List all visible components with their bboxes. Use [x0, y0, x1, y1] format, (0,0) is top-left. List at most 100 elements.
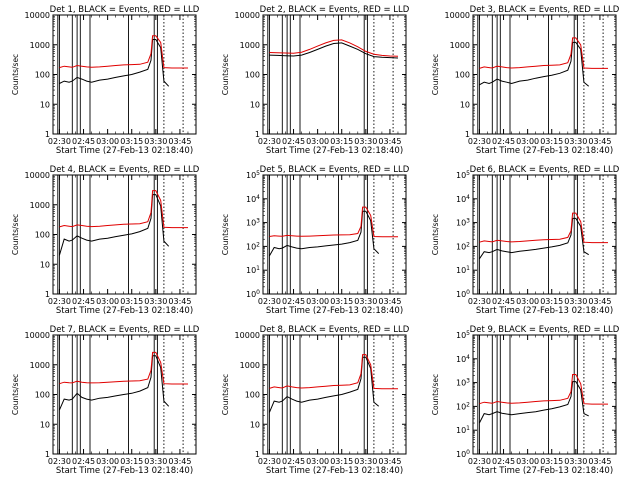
y-tick-label: 1: [45, 450, 50, 459]
x-tick-label: 03:45: [588, 297, 611, 306]
y-tick-label: 10000: [445, 11, 470, 20]
x-tick-label: 02:45: [282, 297, 305, 306]
series-lld-line: [479, 37, 608, 69]
x-tick-label: 02:45: [72, 457, 95, 466]
y-axis-label: Counts/sec: [431, 214, 440, 255]
x-tick-label: 02:30: [258, 457, 281, 466]
y-tick-label: 1: [45, 290, 50, 299]
y-axis-label: Counts/sec: [221, 374, 230, 415]
chart-title: Det 4, BLACK = Events, RED = LLD: [50, 165, 200, 175]
y-tick-label: 105: [246, 170, 260, 180]
x-axis-label: Start Time (27-Feb-13 02:18:40): [476, 146, 613, 156]
x-tick-label: 03:15: [540, 457, 563, 466]
x-tick-label: 03:30: [564, 297, 587, 306]
y-tick-label: 100: [35, 71, 50, 80]
x-tick-label: 03:45: [168, 137, 191, 146]
y-axis-label: Counts/sec: [11, 374, 20, 415]
plot-frame: [262, 14, 407, 135]
plot-frame: [472, 334, 617, 455]
y-tick-label: 100: [455, 71, 470, 80]
x-tick-label: 03:15: [330, 297, 353, 306]
y-tick-label: 10000: [235, 11, 260, 20]
x-tick-label: 03:15: [330, 457, 353, 466]
x-axis-label: Start Time (27-Feb-13 02:18:40): [476, 466, 613, 476]
x-tick-label: 03:00: [96, 137, 119, 146]
chart-panel-4: Det 4, BLACK = Events, RED = LLD 1 10 100 10…: [11, 165, 200, 316]
x-tick-label: 02:30: [48, 297, 71, 306]
x-axis-label: Start Time (27-Feb-13 02:18:40): [476, 306, 613, 316]
y-tick-label: 10: [250, 100, 260, 109]
y-tick-label: 1: [45, 130, 50, 139]
x-tick-label: 02:30: [468, 297, 491, 306]
y-axis-label: Counts/sec: [11, 214, 20, 255]
x-tick-label: 03:30: [144, 457, 167, 466]
chart-title: Det 7, BLACK = Events, RED = LLD: [50, 325, 200, 335]
y-tick-label: 1000: [30, 201, 50, 210]
y-tick-label: 1: [465, 130, 470, 139]
x-tick-label: 03:30: [354, 297, 377, 306]
series-events-line: [268, 356, 380, 413]
x-tick-label: 03:00: [306, 137, 329, 146]
series-events-line: [58, 194, 170, 256]
x-tick-label: 03:45: [168, 297, 191, 306]
y-tick-label: 105: [456, 170, 470, 180]
plot-frame: [262, 174, 407, 295]
x-tick-label: 03:45: [378, 457, 401, 466]
x-tick-label: 03:00: [96, 297, 119, 306]
y-tick-label: 100: [245, 391, 260, 400]
x-tick-label: 03:30: [564, 457, 587, 466]
y-tick-label: 100: [245, 71, 260, 80]
x-tick-label: 02:30: [258, 137, 281, 146]
plot-frame: [472, 14, 617, 135]
x-tick-label: 02:45: [72, 297, 95, 306]
y-tick-label: 1000: [30, 41, 50, 50]
y-tick-label: 102: [246, 241, 260, 251]
y-tick-label: 101: [456, 265, 470, 275]
x-tick-label: 02:30: [468, 457, 491, 466]
chart-title: Det 8, BLACK = Events, RED = LLD: [260, 325, 410, 335]
x-tick-label: 03:00: [306, 457, 329, 466]
y-tick-label: 104: [246, 194, 260, 204]
x-tick-label: 03:15: [540, 137, 563, 146]
x-axis-label: Start Time (27-Feb-13 02:18:40): [266, 306, 403, 316]
y-tick-label: 100: [35, 231, 50, 240]
x-tick-label: 03:15: [120, 297, 143, 306]
x-tick-label: 03:00: [516, 297, 539, 306]
series-events-line: [269, 42, 399, 59]
x-tick-label: 03:45: [168, 457, 191, 466]
series-lld-line: [59, 35, 188, 69]
x-tick-label: 03:45: [588, 137, 611, 146]
plot-frame: [472, 174, 617, 295]
series-lld-line: [269, 39, 399, 57]
chart-title: Det 6, BLACK = Events, RED = LLD: [470, 165, 620, 175]
chart-title: Det 2, BLACK = Events, RED = LLD: [260, 5, 410, 15]
y-tick-label: 105: [456, 330, 470, 340]
x-tick-label: 03:15: [120, 457, 143, 466]
x-axis-label: Start Time (27-Feb-13 02:18:40): [56, 146, 193, 156]
y-tick-label: 10: [40, 420, 50, 429]
y-tick-label: 10: [40, 100, 50, 109]
y-tick-label: 1: [255, 130, 260, 139]
series-events-line: [59, 39, 170, 87]
y-tick-label: 100: [246, 289, 260, 299]
y-tick-label: 1: [255, 450, 260, 459]
y-axis-label: Counts/sec: [221, 54, 230, 95]
y-tick-label: 10000: [25, 331, 50, 340]
y-tick-label: 10000: [25, 171, 50, 180]
x-tick-label: 02:45: [282, 137, 305, 146]
chart-panel-2: Det 2, BLACK = Events, RED = LLD 1 10 100 10…: [221, 5, 410, 156]
x-tick-label: 02:30: [468, 137, 491, 146]
x-tick-label: 02:30: [258, 297, 281, 306]
x-tick-label: 03:45: [588, 457, 611, 466]
series-events-line: [58, 355, 170, 411]
x-tick-label: 03:15: [330, 137, 353, 146]
y-tick-label: 100: [456, 449, 470, 459]
y-tick-label: 1000: [30, 361, 50, 370]
x-tick-label: 02:45: [492, 297, 515, 306]
x-axis-label: Start Time (27-Feb-13 02:18:40): [266, 466, 403, 476]
series-lld-line: [479, 212, 608, 244]
x-tick-label: 02:45: [492, 137, 515, 146]
y-tick-label: 102: [456, 241, 470, 251]
x-tick-label: 03:30: [144, 137, 167, 146]
series-events-line: [479, 41, 590, 87]
